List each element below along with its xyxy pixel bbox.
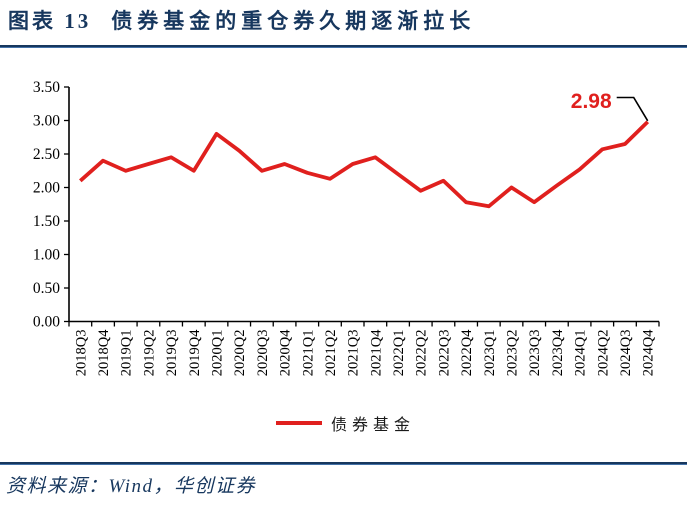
y-tick-label: 0.50: [33, 280, 60, 297]
data-source-note: 资料来源：Wind，华创证券: [6, 476, 257, 497]
x-tick-label: 2024Q1: [573, 330, 589, 377]
figure-number-label: 图表 13: [8, 9, 92, 33]
x-tick-label: 2022Q3: [436, 330, 452, 377]
x-tick-label: 2020Q4: [278, 329, 294, 376]
x-tick-label: 2020Q3: [255, 330, 271, 377]
legend-series-label: 债券基金: [330, 417, 415, 434]
annotation-callout-line: [616, 96, 649, 122]
x-tick-label: 2021Q4: [368, 329, 384, 376]
x-tick-label: 2023Q3: [527, 330, 543, 377]
x-tick-label: 2021Q2: [323, 330, 339, 377]
x-tick-label: 2019Q1: [119, 330, 135, 377]
x-tick-label: 2024Q3: [618, 330, 634, 377]
annotation-value-label: 2.98: [571, 90, 612, 113]
x-tick-label: 2019Q3: [164, 330, 180, 377]
footer-divider-rule: [0, 462, 687, 465]
x-tick-label: 2018Q3: [73, 330, 89, 377]
x-tick-label: 2024Q4: [641, 329, 657, 376]
legend-line-swatch: [275, 421, 322, 425]
x-tick-label: 2022Q4: [459, 329, 475, 376]
y-tick-label: 0.00: [33, 314, 60, 331]
y-tick-label: 1.50: [33, 213, 60, 230]
chart-title: 图表 13 债券基金的重仓券久期逐渐拉长: [8, 6, 688, 36]
y-tick-label: 2.50: [33, 146, 60, 163]
x-tick-label: 2024Q2: [595, 330, 611, 377]
figure-title-text: 债券基金的重仓券久期逐渐拉长: [111, 9, 476, 33]
y-tick-label: 1.00: [33, 247, 60, 264]
x-tick-label: 2019Q4: [187, 329, 203, 376]
x-tick-label: 2021Q1: [300, 330, 316, 377]
x-tick-label: 2018Q4: [96, 329, 112, 376]
x-tick-label: 2023Q2: [505, 330, 521, 377]
x-tick-label: 2020Q2: [232, 330, 248, 377]
y-tick-label: 3.50: [33, 79, 60, 96]
x-tick-label: 2022Q2: [414, 330, 430, 377]
y-tick-label: 2.00: [33, 180, 60, 197]
series-line: [79, 120, 650, 209]
x-tick-label: 2019Q2: [141, 330, 157, 377]
title-divider-rule: [0, 45, 687, 48]
x-tick-label: 2021Q3: [346, 330, 362, 377]
x-tick-label: 2020Q1: [210, 330, 226, 377]
x-tick-label: 2022Q1: [391, 330, 407, 377]
x-tick-label: 2023Q4: [550, 329, 566, 376]
y-tick-label: 3.00: [33, 113, 60, 130]
chart-legend: 债券基金: [0, 413, 691, 434]
x-tick-label: 2023Q1: [482, 330, 498, 377]
